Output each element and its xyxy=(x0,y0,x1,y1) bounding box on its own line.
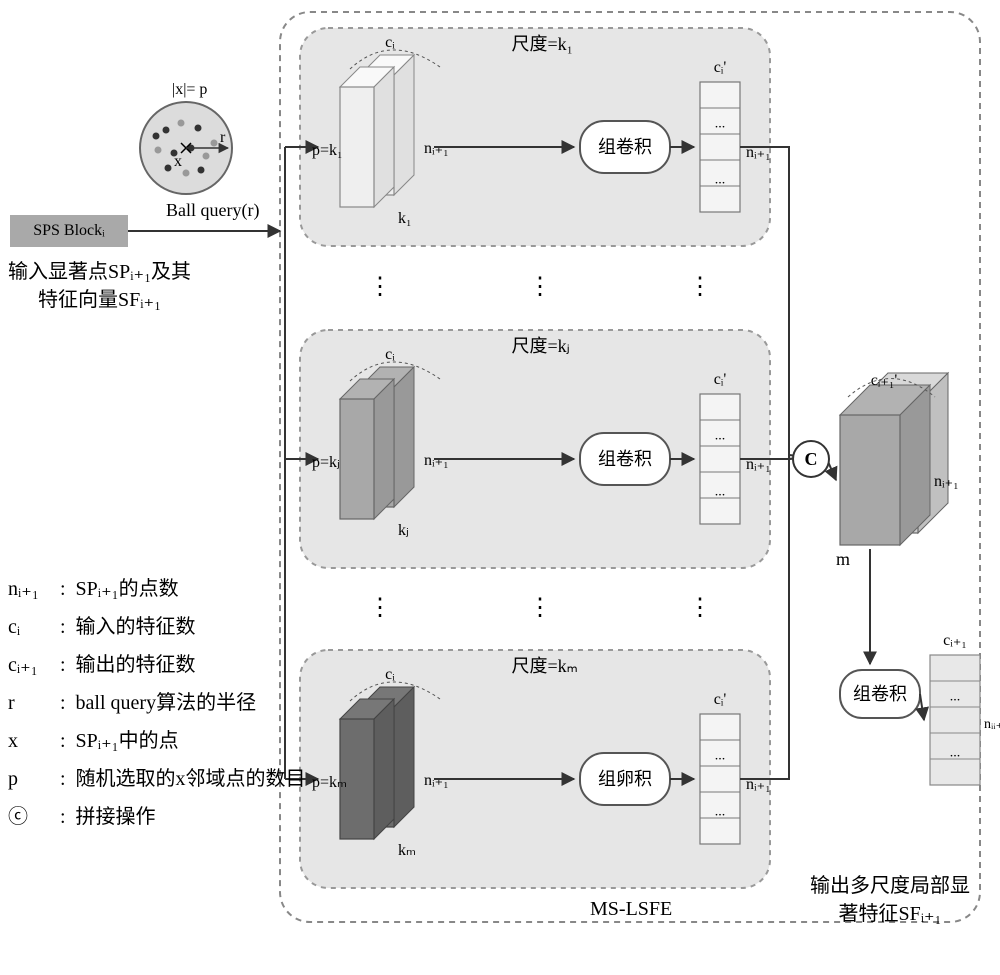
svg-text:⋮: ⋮ xyxy=(368,274,392,300)
output-caption-line2: 著特征SFᵢ₊₁ xyxy=(810,900,970,928)
svg-text:尺度=kₘ: 尺度=kₘ xyxy=(512,656,578,676)
svg-text:nᵢᵢ₊₁: nᵢᵢ₊₁ xyxy=(984,717,1000,732)
svg-text:⋮: ⋮ xyxy=(368,595,392,621)
svg-text:m: m xyxy=(836,549,850,569)
legend-row: r: ball query算法的半径 xyxy=(8,684,306,722)
svg-text:p=kₘ: p=kₘ xyxy=(312,774,347,791)
input-caption: 输入显著点SPᵢ₊₁及其 特征向量SFᵢ₊₁ xyxy=(8,258,191,314)
svg-text:...: ... xyxy=(715,804,726,819)
sps-block-label: SPS Blockᵢ xyxy=(33,222,105,240)
output-caption: 输出多尺度局部显 著特征SFᵢ₊₁ xyxy=(810,872,970,928)
svg-text:k₁: k₁ xyxy=(398,210,412,227)
svg-text:...: ... xyxy=(950,745,961,760)
svg-text:cᵢ': cᵢ' xyxy=(714,59,727,76)
svg-text:r: r xyxy=(220,129,226,146)
legend-row: nᵢ₊₁: SPᵢ₊₁的点数 xyxy=(8,570,306,608)
svg-text:x: x xyxy=(174,153,182,170)
svg-text:⋮: ⋮ xyxy=(528,595,552,621)
svg-text:⋮: ⋮ xyxy=(528,274,552,300)
legend-row: x: SPᵢ₊₁中的点 xyxy=(8,722,306,760)
svg-text:cᵢ: cᵢ xyxy=(385,34,395,51)
output-caption-line1: 输出多尺度局部显 xyxy=(810,872,970,900)
svg-text:...: ... xyxy=(715,429,726,444)
legend-row: cᵢ: 输入的特征数 xyxy=(8,608,306,646)
svg-text:...: ... xyxy=(715,749,726,764)
svg-text:...: ... xyxy=(950,690,961,705)
svg-text:cᵢ': cᵢ' xyxy=(714,691,727,708)
concat-label: C xyxy=(805,449,818,470)
svg-text:nᵢ₊₁: nᵢ₊₁ xyxy=(424,140,449,157)
svg-text:Ball query(r): Ball query(r) xyxy=(166,200,259,221)
svg-text:p=kⱼ: p=kⱼ xyxy=(312,454,340,471)
svg-text:cᵢ: cᵢ xyxy=(385,666,395,683)
svg-text:...: ... xyxy=(715,172,726,187)
legend: nᵢ₊₁: SPᵢ₊₁的点数cᵢ: 输入的特征数cᵢ₊₁: 输出的特征数r: b… xyxy=(8,570,306,836)
svg-text:cᵢ₊₁': cᵢ₊₁' xyxy=(871,372,898,389)
legend-row: ⓒ: 拼接操作 xyxy=(8,798,306,836)
input-caption-line2: 特征向量SFᵢ₊₁ xyxy=(8,286,191,314)
sps-block: SPS Blockᵢ xyxy=(10,215,128,247)
svg-text:nᵢ₊₁: nᵢ₊₁ xyxy=(934,473,959,490)
svg-text:尺度=kⱼ: 尺度=kⱼ xyxy=(512,336,570,356)
svg-text:⋮: ⋮ xyxy=(688,274,712,300)
svg-text:kⱼ: kⱼ xyxy=(398,522,409,539)
svg-text:组卷积: 组卷积 xyxy=(598,137,652,157)
svg-text:|x|= p: |x|= p xyxy=(172,81,207,98)
svg-text:...: ... xyxy=(715,117,726,132)
svg-text:⋮: ⋮ xyxy=(688,595,712,621)
svg-text:cᵢ₊₁: cᵢ₊₁ xyxy=(943,632,967,649)
input-caption-line1: 输入显著点SPᵢ₊₁及其 xyxy=(8,258,191,286)
svg-text:组卷积: 组卷积 xyxy=(853,684,907,704)
legend-row: cᵢ₊₁: 输出的特征数 xyxy=(8,646,306,684)
legend-row: p: 随机选取的x邻域点的数目 xyxy=(8,760,306,798)
svg-text:nᵢ₊₁: nᵢ₊₁ xyxy=(424,772,449,789)
svg-text:...: ... xyxy=(715,484,726,499)
concat-node: C xyxy=(792,440,830,478)
svg-text:nᵢ₊₁: nᵢ₊₁ xyxy=(424,452,449,469)
svg-text:组卷积: 组卷积 xyxy=(598,449,652,469)
svg-text:组卵积: 组卵积 xyxy=(598,769,652,789)
svg-text:cᵢ': cᵢ' xyxy=(714,371,727,388)
svg-text:尺度=k₁: 尺度=k₁ xyxy=(512,34,573,54)
svg-text:kₘ: kₘ xyxy=(398,842,416,859)
outer-module-label: MS-LSFE xyxy=(590,898,672,921)
svg-text:cᵢ: cᵢ xyxy=(385,346,395,363)
svg-text:p=k₁: p=k₁ xyxy=(312,142,343,159)
